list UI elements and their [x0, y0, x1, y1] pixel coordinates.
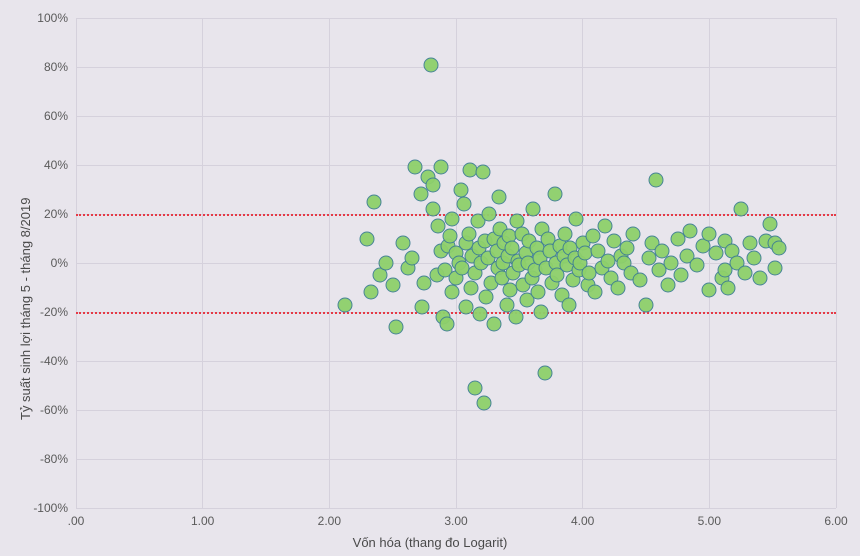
data-point: [423, 57, 438, 72]
data-point: [364, 285, 379, 300]
data-point: [479, 290, 494, 305]
data-point: [689, 258, 704, 273]
data-point: [533, 305, 548, 320]
data-point: [620, 241, 635, 256]
data-point: [660, 278, 675, 293]
data-point: [468, 380, 483, 395]
data-point: [508, 309, 523, 324]
data-point: [440, 317, 455, 332]
data-point: [459, 300, 474, 315]
data-point: [445, 285, 460, 300]
data-point: [433, 160, 448, 175]
y-tick-label: -60%: [0, 403, 68, 417]
data-point: [598, 219, 613, 234]
data-point: [561, 297, 576, 312]
data-point: [746, 251, 761, 266]
x-tick-label: 4.00: [563, 514, 603, 528]
data-point: [702, 226, 717, 241]
scatter-chart: Tỷ suất sinh lợi tháng 5 - tháng 8/2019 …: [0, 0, 860, 556]
x-gridline: [836, 18, 837, 508]
data-point: [639, 297, 654, 312]
data-point: [737, 265, 752, 280]
x-tick-label: .00: [56, 514, 96, 528]
data-point: [763, 216, 778, 231]
data-point: [588, 285, 603, 300]
data-point: [674, 268, 689, 283]
data-point: [426, 202, 441, 217]
data-point: [683, 224, 698, 239]
data-point: [464, 280, 479, 295]
y-tick-label: 100%: [0, 11, 68, 25]
data-point: [366, 194, 381, 209]
y-tick-label: -20%: [0, 305, 68, 319]
data-point: [611, 280, 626, 295]
data-point: [721, 280, 736, 295]
data-point: [385, 278, 400, 293]
data-point: [585, 229, 600, 244]
data-point: [456, 197, 471, 212]
y-tick-label: -100%: [0, 501, 68, 515]
x-gridline: [76, 18, 77, 508]
x-gridline: [329, 18, 330, 508]
data-point: [492, 189, 507, 204]
data-point: [360, 231, 375, 246]
data-point: [454, 182, 469, 197]
data-point: [557, 226, 572, 241]
y-tick-label: 0%: [0, 256, 68, 270]
data-point: [702, 282, 717, 297]
y-tick-label: -40%: [0, 354, 68, 368]
data-point: [404, 251, 419, 266]
data-point: [753, 270, 768, 285]
data-point: [473, 307, 488, 322]
data-point: [389, 319, 404, 334]
x-tick-label: 5.00: [689, 514, 729, 528]
data-point: [481, 207, 496, 222]
data-point: [414, 300, 429, 315]
data-point: [426, 177, 441, 192]
x-tick-label: 6.00: [816, 514, 856, 528]
data-point: [768, 260, 783, 275]
y-tick-label: 80%: [0, 60, 68, 74]
data-point: [569, 211, 584, 226]
data-point: [379, 256, 394, 271]
data-point: [526, 202, 541, 217]
y-tick-label: 60%: [0, 109, 68, 123]
x-gridline: [202, 18, 203, 508]
data-point: [395, 236, 410, 251]
data-point: [445, 211, 460, 226]
y-tick-label: 20%: [0, 207, 68, 221]
data-point: [742, 236, 757, 251]
data-point: [734, 202, 749, 217]
x-axis-label: Vốn hóa (thang đo Logarit): [0, 535, 860, 550]
y-tick-label: -80%: [0, 452, 68, 466]
data-point: [413, 187, 428, 202]
x-gridline: [709, 18, 710, 508]
x-tick-label: 2.00: [309, 514, 349, 528]
data-point: [649, 172, 664, 187]
x-tick-label: 1.00: [183, 514, 223, 528]
data-point: [632, 273, 647, 288]
data-point: [487, 317, 502, 332]
data-point: [442, 229, 457, 244]
data-point: [531, 285, 546, 300]
data-point: [626, 226, 641, 241]
reference-line: [76, 312, 836, 314]
data-point: [772, 241, 787, 256]
data-point: [547, 187, 562, 202]
data-point: [337, 297, 352, 312]
data-point: [475, 165, 490, 180]
y-tick-label: 40%: [0, 158, 68, 172]
x-tick-label: 3.00: [436, 514, 476, 528]
data-point: [476, 395, 491, 410]
data-point: [537, 366, 552, 381]
